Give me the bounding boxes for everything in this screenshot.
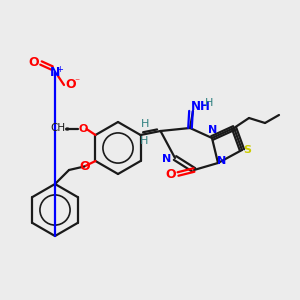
Text: N: N <box>50 65 60 79</box>
Text: O: O <box>166 167 176 181</box>
Text: H: H <box>141 119 150 129</box>
Text: +: + <box>57 64 63 74</box>
Text: O: O <box>66 79 76 92</box>
Text: N: N <box>218 156 226 166</box>
Text: S: S <box>243 145 251 155</box>
Text: O: O <box>79 160 90 173</box>
Text: O: O <box>79 124 88 134</box>
Text: N: N <box>162 154 172 164</box>
Text: H: H <box>140 136 149 146</box>
Text: NH: NH <box>191 100 211 113</box>
Text: ⁻: ⁻ <box>74 77 80 87</box>
Text: N: N <box>208 125 217 135</box>
Text: O: O <box>29 56 39 70</box>
Text: CH₃: CH₃ <box>51 123 70 133</box>
Text: H: H <box>205 98 213 108</box>
